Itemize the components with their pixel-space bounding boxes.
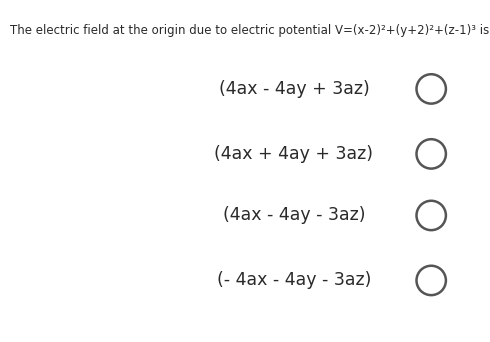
Text: (4ax - 4ay + 3az): (4ax - 4ay + 3az) xyxy=(219,80,369,98)
Text: The electric field at the origin due to electric potential V=(x-2)²+(y+2)²+(z-1): The electric field at the origin due to … xyxy=(10,24,489,37)
Text: (4ax - 4ay - 3az): (4ax - 4ay - 3az) xyxy=(223,207,365,224)
Text: (- 4ax - 4ay - 3az): (- 4ax - 4ay - 3az) xyxy=(217,272,371,289)
Text: (4ax + 4ay + 3az): (4ax + 4ay + 3az) xyxy=(215,145,373,163)
